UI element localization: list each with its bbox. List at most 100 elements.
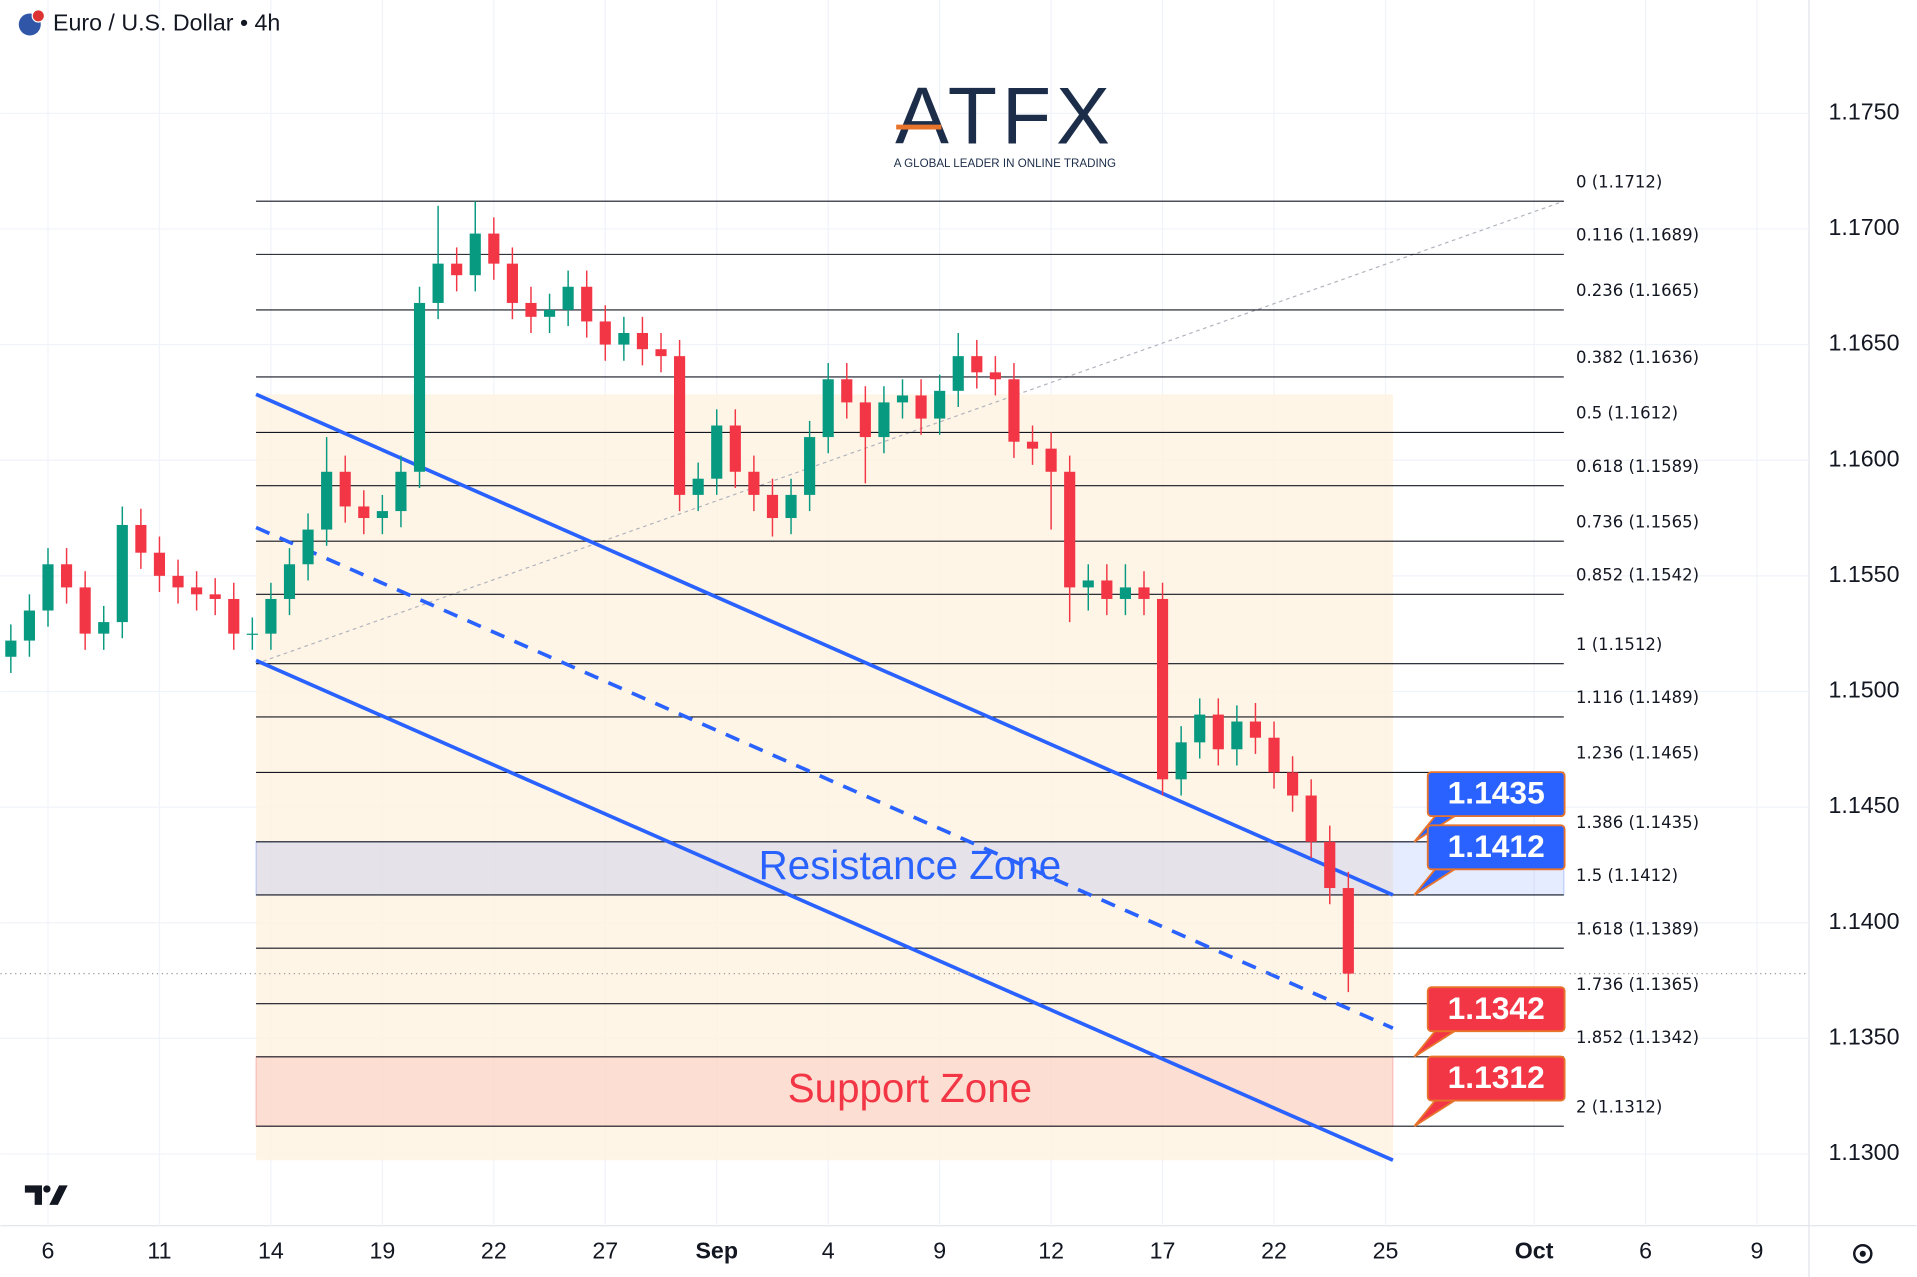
candle-body: [655, 349, 667, 357]
candle-body: [1231, 721, 1243, 750]
y-tick-label: 1.1500: [1829, 677, 1900, 703]
fib-label: 0 (1.1712): [1576, 172, 1662, 191]
fib-label: 0.382 (1.1636): [1576, 348, 1699, 367]
x-tick-label: 4: [822, 1238, 835, 1264]
chart-title: Euro / U.S. Dollar • 4h: [53, 10, 280, 36]
price-tag: [1426, 824, 1566, 871]
logo: ATFX A GLOBAL LEADER IN ONLINE TRADING: [894, 71, 1116, 169]
y-tick-label: 1.1400: [1829, 908, 1900, 934]
fib-label: 0.852 (1.1542): [1576, 566, 1699, 585]
logo-tagline: A GLOBAL LEADER IN ONLINE TRADING: [894, 157, 1116, 170]
x-tick-label: Oct: [1515, 1238, 1554, 1264]
candle-body: [859, 402, 871, 438]
x-tick-label: 25: [1373, 1238, 1399, 1264]
candle-body: [413, 302, 426, 472]
candle-body: [153, 552, 166, 576]
x-tick-label: 12: [1038, 1238, 1064, 1264]
candle-body: [1212, 714, 1224, 750]
price-tag-label: 1.1342: [1448, 990, 1545, 1026]
fib-label: 0.236 (1.1665): [1576, 281, 1699, 300]
candle-body: [172, 575, 184, 588]
candle-body: [135, 524, 147, 553]
candle-body: [896, 395, 909, 403]
candle-body: [841, 379, 853, 403]
x-tick-label: 9: [1751, 1238, 1764, 1264]
candle-body: [1156, 598, 1169, 780]
zone-label: Resistance Zone: [759, 842, 1062, 888]
candle-body: [1119, 587, 1131, 599]
candle-body: [674, 356, 686, 495]
candle-body: [246, 633, 258, 635]
candle-body: [581, 286, 593, 322]
candle-body: [971, 356, 983, 373]
price-tag: [1426, 771, 1566, 818]
fib-label: 1.386 (1.1435): [1576, 813, 1699, 832]
fib-label: 0.116 (1.1689): [1576, 226, 1699, 245]
candle-body: [711, 425, 723, 479]
candle-body: [952, 356, 964, 391]
candle-body: [23, 610, 35, 641]
candle-body: [61, 564, 73, 588]
fib-label: 0.736 (1.1565): [1576, 512, 1699, 531]
candle-body: [692, 478, 704, 495]
candle-body: [822, 379, 834, 438]
candle-body: [1268, 737, 1280, 773]
candle-body: [302, 529, 314, 565]
y-tick-label: 1.1300: [1829, 1139, 1900, 1165]
price-tag-label: 1.1412: [1448, 828, 1545, 864]
candle-body: [1138, 587, 1150, 599]
settings-button[interactable]: [1853, 1244, 1873, 1264]
fib-label: 1.5 (1.1412): [1576, 866, 1678, 885]
fib-label: 1.736 (1.1365): [1576, 975, 1699, 994]
candle-body: [729, 425, 741, 472]
y-tick-label: 1.1600: [1829, 445, 1900, 471]
candle-body: [191, 587, 203, 595]
candle-body: [785, 494, 797, 519]
fib-label: 1 (1.1512): [1576, 635, 1662, 654]
settings-icon[interactable]: [1853, 1244, 1873, 1264]
y-tick-label: 1.1450: [1829, 792, 1900, 818]
candle-body: [1175, 742, 1187, 780]
candle-body: [265, 598, 277, 634]
price-tag-label: 1.1312: [1448, 1059, 1545, 1095]
candle-body: [748, 471, 760, 495]
candle-body: [878, 402, 890, 438]
settings-icon[interactable]: [1859, 1250, 1866, 1257]
candle-body: [1324, 841, 1336, 889]
plot-layer: Resistance Zone Support Zone 0 (1.1712) 0.1…: [0, 0, 1810, 1226]
fib-label: 1.852 (1.1342): [1576, 1028, 1699, 1047]
zone: [255, 1056, 1394, 1127]
candle-body: [5, 640, 17, 657]
fib-label: 2 (1.1312): [1576, 1097, 1662, 1116]
tradingview-logo: [24, 1185, 68, 1205]
price-tag: [1426, 1055, 1566, 1102]
flag-icon: [31, 9, 46, 23]
logo-text: ATFX: [895, 71, 1115, 161]
x-tick-label: 22: [481, 1238, 507, 1264]
candle-body: [395, 471, 407, 512]
fib-label: 0.5 (1.1612): [1576, 404, 1678, 423]
candle-body: [488, 233, 500, 264]
candle-body: [42, 564, 54, 611]
candle-body: [618, 333, 630, 345]
candle-body: [1026, 441, 1039, 449]
y-tick-label: 1.1350: [1829, 1023, 1900, 1049]
candle-body: [358, 506, 370, 519]
channel-line: [255, 658, 1394, 1162]
x-tick-label: Sep: [695, 1238, 738, 1264]
x-tick-label: 22: [1261, 1238, 1287, 1264]
candle-body: [915, 395, 927, 419]
candle-body: [1342, 888, 1354, 974]
fib-label: 1.618 (1.1389): [1576, 919, 1699, 938]
candle-body: [1249, 721, 1262, 738]
x-tick-label: 14: [258, 1238, 284, 1264]
fib-label: 1.116 (1.1489): [1576, 688, 1699, 707]
candle-body: [79, 587, 91, 634]
symbol-header: Euro / U.S. Dollar • 4h: [18, 9, 280, 36]
x-tick-label: 6: [42, 1238, 55, 1264]
x-tick-label: 17: [1150, 1238, 1176, 1264]
candle-body: [525, 302, 537, 317]
